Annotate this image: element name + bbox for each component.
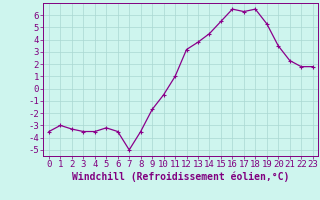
X-axis label: Windchill (Refroidissement éolien,°C): Windchill (Refroidissement éolien,°C)	[72, 172, 290, 182]
